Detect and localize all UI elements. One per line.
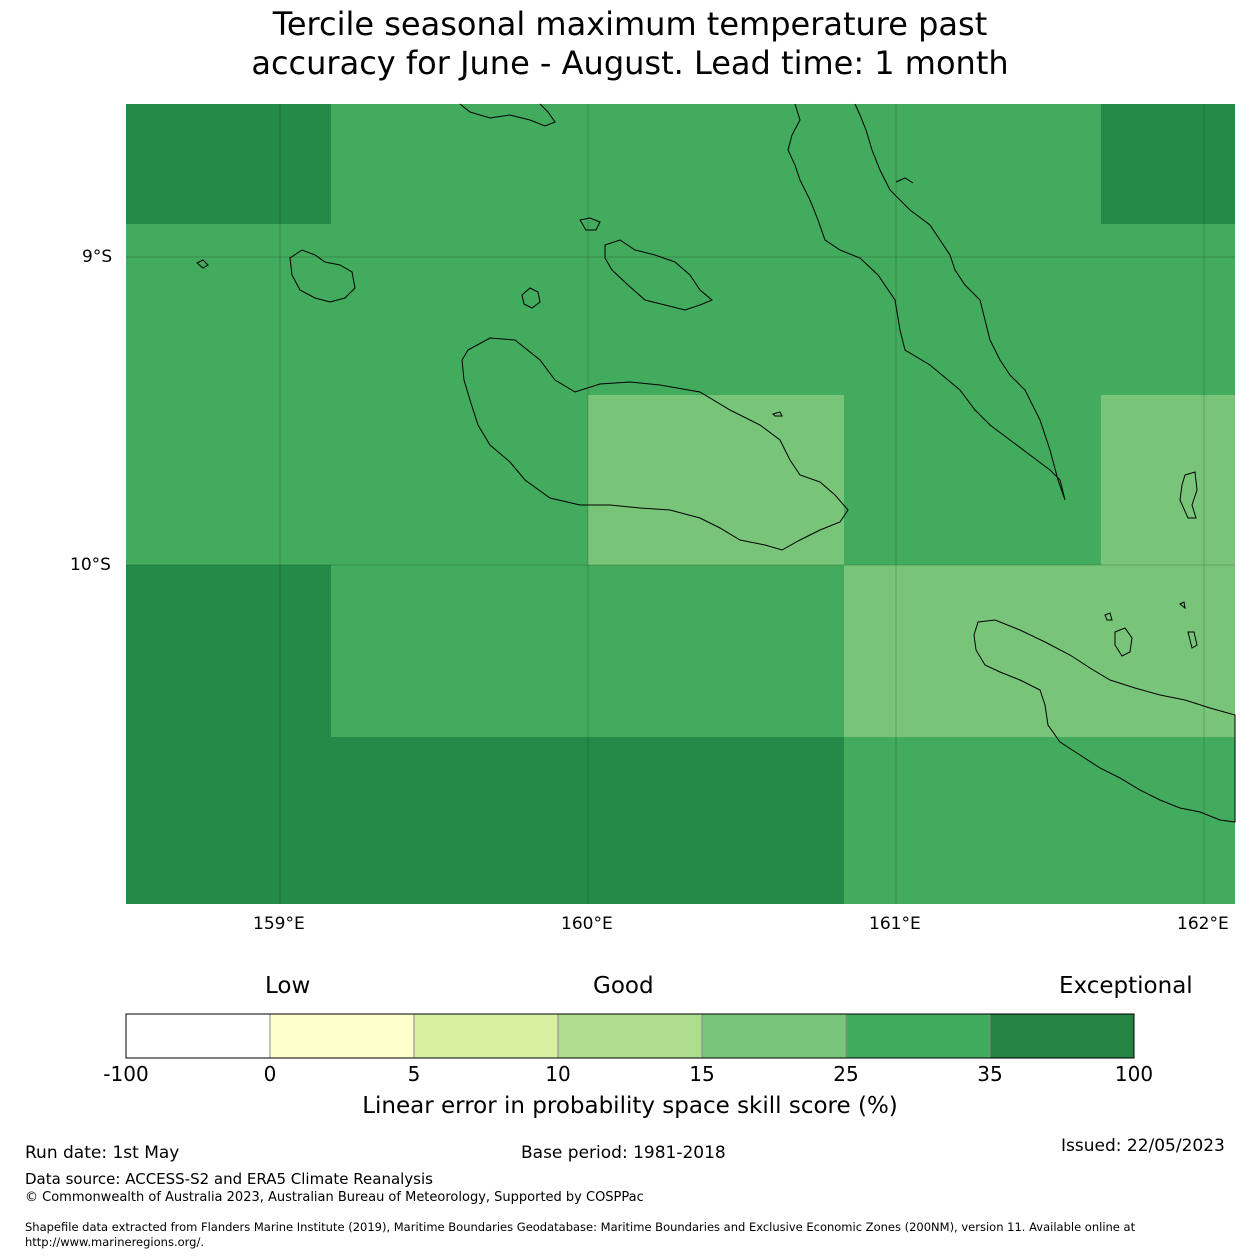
coastline-santa-isabel (787, 103, 1066, 501)
run-date: Run date: 1st May (25, 1143, 180, 1163)
shapefile-credit-line1: Shapefile data extracted from Flanders M… (25, 1220, 1136, 1234)
colorbar-label: Linear error in probability space skill … (362, 1093, 898, 1119)
coastlines (196, 103, 1236, 823)
coastline-small-isle (1179, 471, 1198, 519)
coastline-small-isle (1187, 631, 1198, 649)
colorbar-segment (557, 1013, 703, 1059)
lon-label-161e: 161°E (869, 914, 921, 934)
copyright: © Commonwealth of Australia 2023, Austra… (25, 1190, 644, 1205)
coastline-north-isle (459, 103, 556, 127)
colorbar-segment (413, 1013, 559, 1059)
coastline-savo (521, 287, 541, 309)
grid-cell (844, 737, 1235, 904)
colorbar-segment (125, 1013, 271, 1059)
lon-label-162e: 162°E (1177, 914, 1229, 934)
grid-cell (1101, 395, 1235, 565)
skill-grid (126, 104, 1235, 904)
colorbar-segment (701, 1013, 847, 1059)
grid-cell (844, 565, 1235, 737)
grid-cell (126, 565, 331, 737)
colorbar-segment (269, 1013, 415, 1059)
base-period: Base period: 1981-2018 (521, 1143, 726, 1163)
colorbar-tick: 100 (1114, 1062, 1154, 1086)
coastline-makira (973, 619, 1236, 823)
grid-cell (126, 395, 588, 565)
grid-cell (126, 104, 331, 224)
grid-cell (331, 565, 844, 737)
coastline-florida-islands (604, 239, 713, 311)
coastline-small-isle (579, 217, 601, 231)
lon-label-160e: 160°E (561, 914, 613, 934)
lon-label-159e: 159°E (253, 914, 305, 934)
chart-title-line1: Tercile seasonal maximum temperature pas… (272, 5, 988, 43)
issued-date: Issued: 22/05/2023 (1061, 1136, 1225, 1156)
grid-cell (126, 224, 1235, 395)
colorbar-segment (989, 1013, 1135, 1059)
coastline-russell-islands (289, 249, 356, 303)
lat-label-10s: 10°S (70, 555, 111, 575)
colorbar-tick: 10 (545, 1062, 571, 1086)
shapefile-credit-line2: http://www.marineregions.org/. (25, 1235, 204, 1249)
colorbar-tick: 0 (263, 1062, 277, 1086)
grid-cell (588, 395, 844, 565)
colorbar-category-exceptional: Exceptional (1059, 973, 1193, 999)
colorbar-category-low: Low (265, 973, 311, 999)
colorbar-segment (845, 1013, 991, 1059)
chart-title-line2: accuracy for June - August. Lead time: 1… (251, 44, 1009, 82)
colorbar-tick: 15 (689, 1062, 715, 1086)
grid-cell (331, 104, 1101, 224)
grid-cell (844, 395, 1101, 565)
grid-cell (126, 737, 844, 904)
lat-label-9s: 9°S (82, 247, 113, 267)
data-source: Data source: ACCESS-S2 and ERA5 Climate … (25, 1170, 433, 1188)
coastline-small-isle (196, 259, 209, 269)
coastline-small-isle (1179, 601, 1186, 610)
colorbar-tick: -100 (103, 1062, 149, 1086)
coastline-guadalcanal (461, 337, 849, 551)
coastline-small-isle (1114, 627, 1133, 657)
grid-cell (1101, 104, 1235, 224)
colorbar-category-good: Good (593, 973, 654, 999)
graticule (126, 104, 1235, 904)
colorbar (125, 1013, 1135, 1059)
coastline-small-isle (772, 411, 783, 417)
colorbar-frame (125, 1013, 1135, 1059)
colorbar-tick: 35 (977, 1062, 1003, 1086)
coastline-small-isle (895, 177, 914, 184)
colorbar-tick: 25 (833, 1062, 859, 1086)
coastline-small-isle (1104, 612, 1113, 621)
colorbar-tick: 5 (407, 1062, 421, 1086)
